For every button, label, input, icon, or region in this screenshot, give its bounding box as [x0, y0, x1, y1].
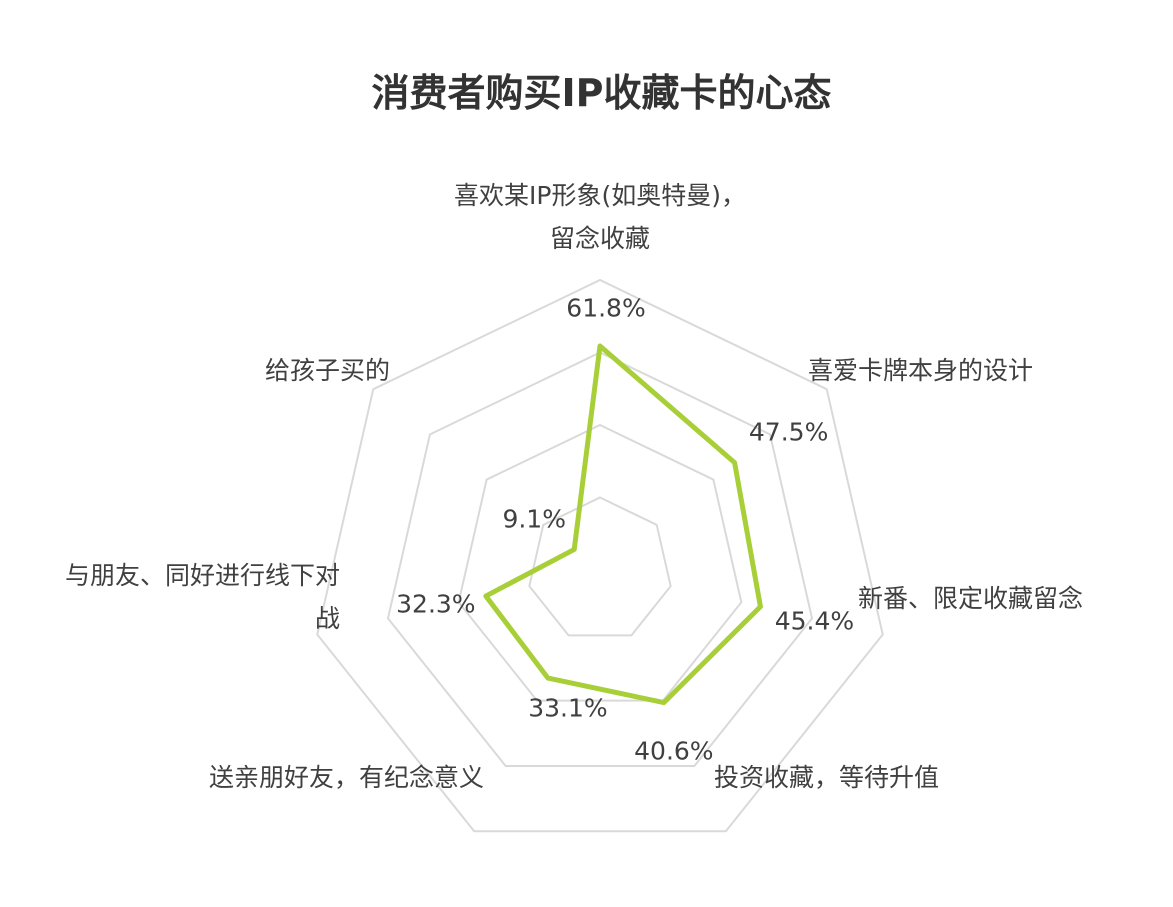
value-label-7: 9.1%	[502, 504, 566, 534]
grid-ring-2	[457, 423, 743, 702]
category-label-line: 战	[314, 604, 340, 633]
category-label-4: 投资收藏，等待升值	[714, 756, 939, 799]
chart-title: 消费者购买IP收藏卡的心态	[371, 71, 832, 115]
category-label-7: 给孩子买的	[265, 349, 390, 392]
category-label-line: 与朋友、同好进行线下对	[64, 561, 340, 590]
value-label-1: 61.8%	[566, 293, 646, 323]
category-label-line: 喜欢某IP形象(如奥特曼)，	[454, 181, 746, 210]
value-label-4: 40.6%	[634, 736, 714, 766]
category-label-line: 投资收藏，等待升值	[714, 763, 940, 792]
category-label-line: 新番、限定收藏留念	[858, 584, 1084, 613]
category-label-line: 给孩子买的	[264, 356, 390, 385]
category-label-line: 送亲朋好友，有纪念意义	[208, 763, 484, 792]
grid-ring-1	[528, 496, 672, 637]
value-label-5: 33.1%	[528, 693, 608, 723]
value-label-2: 47.5%	[748, 417, 829, 447]
series-line	[483, 343, 763, 706]
value-label-3: 45.4%	[774, 606, 855, 636]
grid-ring-3	[386, 351, 814, 767]
value-label-6: 32.3%	[396, 589, 476, 619]
grid-ring-4	[316, 278, 884, 833]
category-label-5: 送亲朋好友，有纪念意义	[209, 756, 484, 799]
category-label-line: 留念收藏	[549, 224, 650, 253]
category-label-line: 喜爱卡牌本身的设计	[808, 356, 1034, 385]
category-label-3: 新番、限定收藏留念	[858, 577, 1083, 620]
category-label-2: 喜爱卡牌本身的设计	[808, 349, 1033, 392]
category-label-1: 喜欢某IP形象(如奥特曼)， 留念收藏	[454, 174, 746, 260]
category-label-6: 与朋友、同好进行线下对战	[65, 554, 340, 640]
